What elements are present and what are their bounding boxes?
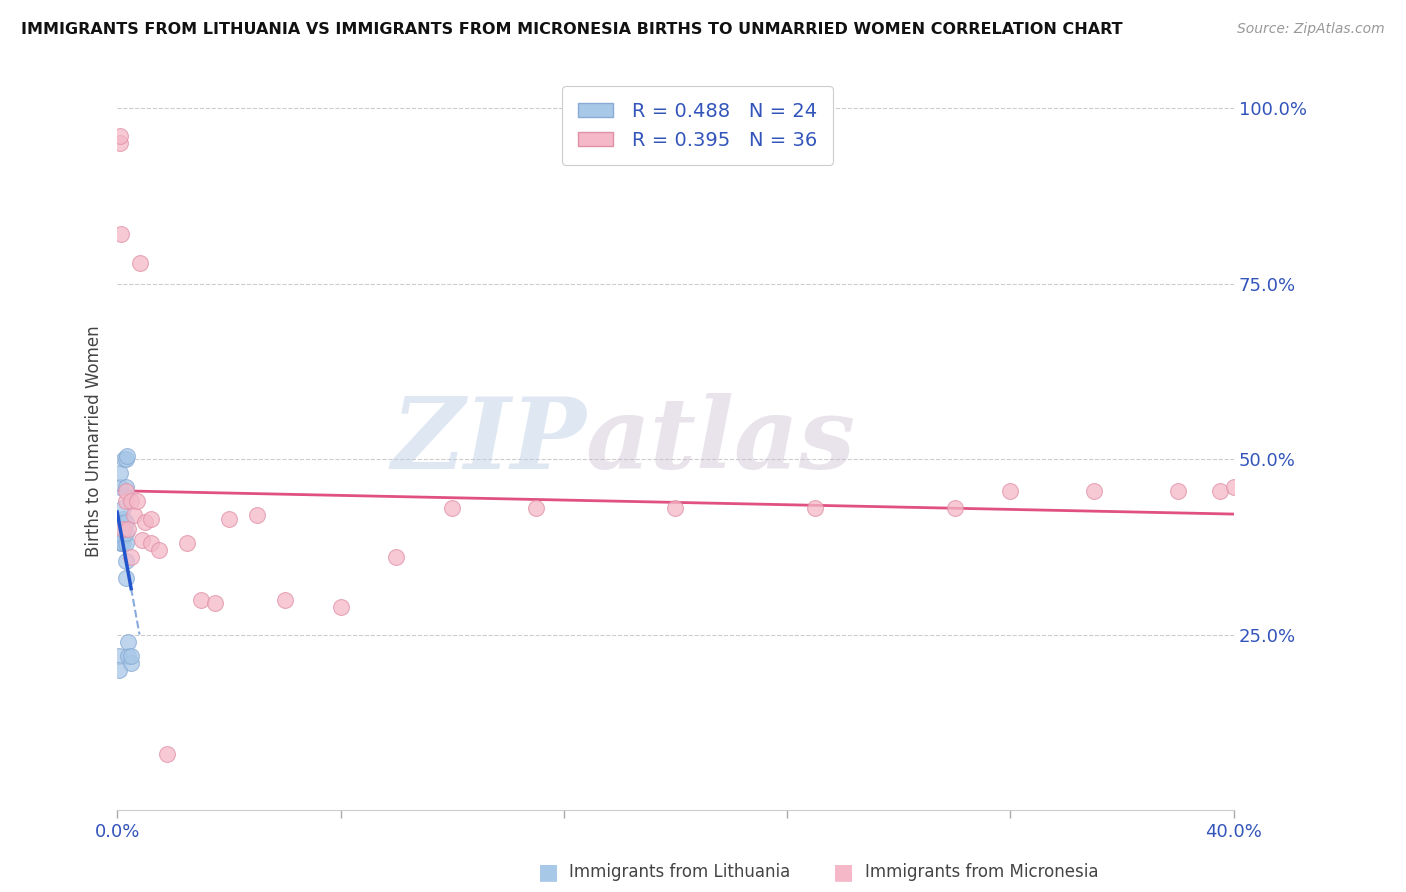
Point (1167, 483, 1189, 498)
Point (120, 648, 142, 663)
Point (111, 536, 134, 550)
Point (1223, 480, 1246, 494)
Point (176, 536, 198, 550)
Point (108, 480, 131, 494)
Point (114, 483, 136, 498)
Point (329, 599, 352, 614)
Point (943, 501, 966, 516)
Point (114, 571, 136, 585)
Text: atlas: atlas (586, 393, 856, 490)
Point (107, 648, 129, 663)
Point (804, 501, 827, 516)
Point (114, 452, 136, 467)
Point (110, 536, 132, 550)
Point (125, 494, 148, 508)
Point (115, 449, 138, 463)
Point (139, 536, 162, 550)
Point (218, 512, 240, 526)
Point (664, 501, 686, 516)
Point (131, 533, 153, 547)
Point (273, 592, 295, 607)
Point (128, 255, 150, 269)
Point (1000, 483, 1022, 498)
Text: ■: ■ (834, 863, 853, 882)
Point (1209, 483, 1232, 498)
Point (111, 501, 134, 516)
Point (110, 536, 132, 550)
Point (110, 516, 132, 530)
Point (108, 466, 131, 480)
Point (111, 512, 134, 526)
Point (156, 747, 179, 761)
Text: Immigrants from Micronesia: Immigrants from Micronesia (865, 863, 1098, 881)
Point (117, 522, 139, 536)
Point (120, 550, 142, 565)
Text: Source: ZipAtlas.com: Source: ZipAtlas.com (1237, 22, 1385, 37)
Point (204, 596, 226, 610)
Point (114, 494, 136, 508)
Text: ■: ■ (538, 863, 558, 882)
Text: ZIP: ZIP (391, 393, 586, 490)
Point (190, 592, 212, 607)
Point (385, 550, 408, 565)
Point (114, 536, 136, 550)
Point (134, 516, 156, 530)
Point (524, 501, 547, 516)
Text: Immigrants from Lithuania: Immigrants from Lithuania (569, 863, 790, 881)
Point (122, 508, 145, 523)
Point (111, 529, 134, 543)
Point (120, 656, 142, 670)
Point (111, 522, 134, 536)
Point (112, 452, 135, 467)
Point (117, 648, 139, 663)
Point (148, 543, 170, 558)
Point (139, 512, 162, 526)
Point (108, 129, 131, 144)
Point (108, 663, 131, 677)
Point (110, 227, 132, 242)
Point (114, 525, 136, 540)
Text: IMMIGRANTS FROM LITHUANIA VS IMMIGRANTS FROM MICRONESIA BIRTHS TO UNMARRIED WOME: IMMIGRANTS FROM LITHUANIA VS IMMIGRANTS … (21, 22, 1123, 37)
Point (1083, 483, 1105, 498)
Point (114, 480, 136, 494)
Y-axis label: Births to Unmarried Women: Births to Unmarried Women (86, 326, 103, 558)
Point (117, 634, 139, 648)
Point (441, 501, 464, 516)
Point (108, 136, 131, 151)
Point (246, 508, 269, 523)
Point (114, 516, 136, 530)
Legend: R = 0.488   N = 24, R = 0.395   N = 36: R = 0.488 N = 24, R = 0.395 N = 36 (562, 87, 834, 165)
Point (120, 494, 142, 508)
Point (114, 554, 136, 568)
